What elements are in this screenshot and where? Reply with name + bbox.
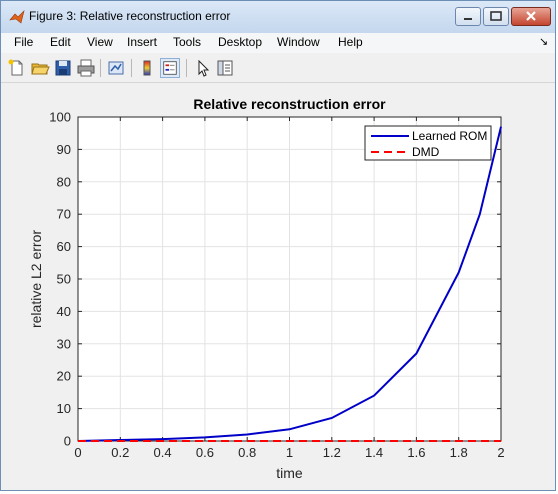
- maximize-icon: [490, 11, 502, 21]
- y-tick-label: 30: [57, 336, 71, 351]
- legend-label: DMD: [412, 145, 440, 159]
- toolbar: [1, 54, 555, 83]
- chart-title: Relative reconstruction error: [193, 96, 386, 112]
- y-axis-label: relative L2 error: [28, 230, 44, 328]
- link-plot-icon[interactable]: [106, 58, 126, 78]
- x-tick-label: 1.4: [365, 445, 383, 460]
- matlab-logo-icon: [9, 10, 25, 24]
- legend-icon[interactable]: [160, 58, 180, 78]
- menu-edit[interactable]: Edit: [50, 35, 71, 49]
- y-tick-label: 40: [57, 304, 71, 319]
- x-tick-label: 2: [497, 445, 504, 460]
- toolbar-separator: [186, 59, 187, 77]
- title-bar[interactable]: Figure 3: Relative reconstruction error: [1, 1, 555, 34]
- x-tick-label: 0.8: [238, 445, 256, 460]
- y-tick-label: 90: [57, 142, 71, 157]
- y-tick-label: 80: [57, 174, 71, 189]
- x-tick-label: 0.6: [196, 445, 214, 460]
- dock-icon[interactable]: ↘: [539, 36, 549, 48]
- y-tick-label: 70: [57, 207, 71, 222]
- menu-insert[interactable]: Insert: [127, 35, 158, 49]
- maximize-button[interactable]: [483, 7, 509, 26]
- figure-canvas: 0 0.2 0.4 0.6 0.8 1 1.2 1.4 1.6 1.8 2 0 10 20 30 40 50 60…: [5, 83, 553, 489]
- y-tick-label: 20: [57, 369, 71, 384]
- x-axis-label: time: [276, 465, 303, 481]
- y-tick-label: 0: [64, 434, 71, 449]
- y-tick-label: 10: [57, 401, 71, 416]
- toolbar-separator: [100, 59, 101, 77]
- open-file-icon[interactable]: [30, 58, 50, 78]
- x-tick-label: 0.2: [111, 445, 129, 460]
- legend-label: Learned ROM: [412, 129, 487, 143]
- x-tick-label: 0: [74, 445, 81, 460]
- save-icon[interactable]: [53, 58, 73, 78]
- colorbar-icon[interactable]: [137, 58, 157, 78]
- x-tick-label: 1.8: [450, 445, 468, 460]
- menu-view[interactable]: View: [87, 35, 113, 49]
- x-tick-label: 0.4: [154, 445, 172, 460]
- x-tick-label: 1.6: [407, 445, 425, 460]
- close-icon: [526, 11, 536, 21]
- close-button[interactable]: [511, 7, 551, 26]
- minimize-button[interactable]: [455, 7, 481, 26]
- menu-window[interactable]: Window: [277, 35, 320, 49]
- x-tick-label: 1.2: [323, 445, 341, 460]
- minimize-icon: [464, 18, 472, 20]
- menu-tools[interactable]: Tools: [173, 35, 202, 49]
- menu-help[interactable]: Help: [338, 35, 363, 49]
- y-tick-label: 100: [49, 110, 71, 125]
- toolbar-separator: [131, 59, 132, 77]
- print-icon[interactable]: [76, 58, 96, 78]
- chart-svg[interactable]: 0 0.2 0.4 0.6 0.8 1 1.2 1.4 1.6 1.8 20102030405060…: [5, 83, 553, 489]
- window-title: Figure 3: Relative reconstruction error: [29, 9, 231, 23]
- menu-desktop[interactable]: Desktop: [218, 35, 263, 49]
- legend-box: [364, 125, 492, 161]
- menu-file[interactable]: File: [14, 35, 34, 49]
- property-editor-icon[interactable]: [215, 58, 235, 78]
- pointer-icon[interactable]: [193, 58, 213, 78]
- menu-bar: File Edit View Insert Tools Desktop Wind…: [1, 33, 555, 53]
- y-tick-label: 50: [57, 272, 71, 287]
- y-tick-label: 60: [57, 239, 71, 254]
- series-line-learned-rom: [77, 126, 502, 442]
- x-tick-label: 1: [286, 445, 293, 460]
- new-figure-icon[interactable]: [7, 58, 27, 78]
